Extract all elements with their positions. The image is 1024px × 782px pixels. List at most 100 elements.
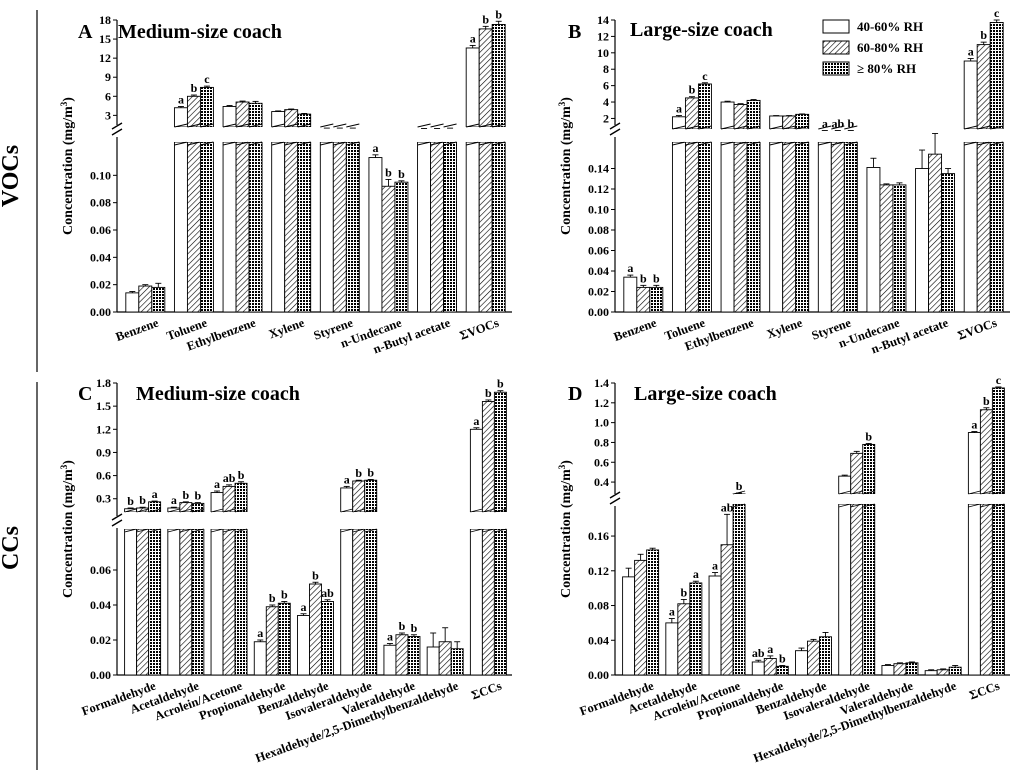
significance-letter-a: b	[398, 167, 405, 181]
legend-entry: 40-60% RH	[857, 19, 923, 34]
bar-gap-a	[491, 127, 507, 142]
bar-lower-b	[697, 141, 712, 313]
bar-break-c	[470, 528, 483, 533]
bar-gap-c	[363, 512, 378, 529]
bar-d	[763, 658, 777, 676]
bar-break-a	[222, 123, 237, 128]
bar-lower-b	[769, 141, 784, 313]
bar-lower-b	[795, 141, 810, 313]
bar-lower-b	[976, 141, 991, 313]
bar-break-b	[977, 141, 991, 146]
ytick-lower-a: 0.10	[90, 168, 111, 182]
bar-break-d	[732, 503, 746, 508]
bar-break-a	[174, 123, 188, 128]
bar-upper-d	[967, 432, 981, 495]
bar-gap-b	[989, 129, 1005, 142]
bar-break-c	[191, 508, 204, 513]
bar-break-a	[320, 141, 334, 146]
legend: 40-60% RH 60-80% RH ≥ 80% RH	[822, 19, 923, 76]
bar-lower-d	[850, 503, 864, 676]
bar-break-b	[720, 125, 735, 130]
significance-letter-c: ab	[223, 471, 236, 485]
bar-lower-b	[817, 141, 832, 313]
bar-break-c	[494, 508, 507, 513]
bar-upper-b	[963, 60, 978, 130]
ytick-lower-c: 0.00	[90, 668, 111, 682]
legend-swatch	[822, 61, 850, 76]
bar-lower-a	[173, 141, 188, 313]
bar-lower-a	[465, 141, 480, 313]
bar-gap-c	[147, 512, 162, 529]
ytick-lower-b: 0.10	[588, 203, 609, 217]
bar-break-b	[795, 141, 809, 146]
bar-d	[924, 670, 938, 676]
bar-break-a	[271, 141, 285, 146]
bar-upper-b	[684, 97, 699, 130]
bar-break-a	[222, 141, 237, 146]
bar-d	[881, 664, 895, 676]
bar-b	[941, 173, 956, 313]
bar-break-b	[720, 141, 735, 146]
significance-letter-c: b	[497, 377, 504, 391]
ytick-lower-a: 0.06	[90, 223, 111, 237]
panel-title-b: Large-size coach	[630, 19, 773, 41]
bar-c	[309, 583, 322, 676]
panel-title-a: Medium-size coach	[118, 21, 282, 43]
bar-break-c	[340, 528, 353, 533]
significance-letter-c: b	[312, 568, 319, 582]
bar-break-b	[964, 125, 978, 130]
bar-gap-c	[178, 512, 193, 529]
bar-break-b	[672, 125, 686, 130]
significance-letter-d: ab	[721, 500, 734, 514]
bar-gap-d	[861, 494, 876, 504]
bar-break-b	[685, 125, 699, 130]
bar-gap-a	[248, 127, 264, 142]
bar-break-c	[167, 528, 180, 533]
bar-lower-d	[862, 503, 876, 676]
bar-break-a	[248, 123, 263, 128]
bar-gap-c	[210, 512, 225, 529]
bar-b	[915, 168, 930, 313]
bar-break-b	[990, 125, 1004, 130]
bar-d	[948, 666, 962, 676]
significance-letter-d: b	[736, 479, 743, 493]
bar-gap-b	[781, 129, 797, 142]
significance-letter-c: b	[485, 386, 492, 400]
bar-gap-d	[849, 494, 864, 504]
bar-break-b	[698, 141, 712, 146]
bar-lower-a	[186, 141, 201, 313]
axis-break-c	[111, 513, 123, 527]
ytick-upper-d: 1.4	[594, 376, 609, 390]
panel-c: 0.00 0.02 0.04 0.06 0.3 0.6 0.9 1.2 1.5 1.8 C Mediu…	[59, 376, 512, 765]
category-label-d: ΣCCs	[967, 679, 1001, 703]
bar-gap-a	[319, 127, 335, 142]
bar-lower-d	[979, 503, 993, 676]
bar-d	[634, 559, 648, 676]
bar-upper-c	[481, 401, 495, 513]
bar-gap-c	[469, 512, 484, 529]
bar-lower-d	[967, 503, 981, 676]
bar-break-c	[222, 528, 236, 533]
ytick-lower-c: 0.04	[90, 598, 111, 612]
significance-letter-b: b	[689, 83, 696, 97]
bar-c	[321, 601, 334, 676]
ytick-upper-d: 1.0	[594, 416, 609, 430]
bar-d	[646, 549, 660, 676]
bar-upper-b	[697, 83, 712, 130]
bar-break-a	[200, 141, 214, 146]
ytick-upper-a: 15	[99, 32, 111, 46]
bar-lower-a	[248, 141, 263, 313]
significance-letter-a: c	[204, 72, 210, 86]
side-label-ccs: CCs	[0, 526, 24, 570]
significance-letter-c: a	[214, 477, 220, 491]
bar-lower-a	[222, 141, 237, 313]
bar-lower-a	[319, 141, 334, 313]
significance-letter-c: a	[152, 487, 158, 501]
bar-break-a	[284, 141, 298, 146]
ytick-lower-c: 0.06	[90, 563, 111, 577]
bar-d	[720, 544, 734, 676]
ytick-lower-b: 0.06	[588, 244, 609, 258]
ytick-upper-d: 0.4	[594, 475, 609, 489]
bar-break-c	[148, 508, 161, 513]
bar-break-b	[964, 141, 978, 146]
